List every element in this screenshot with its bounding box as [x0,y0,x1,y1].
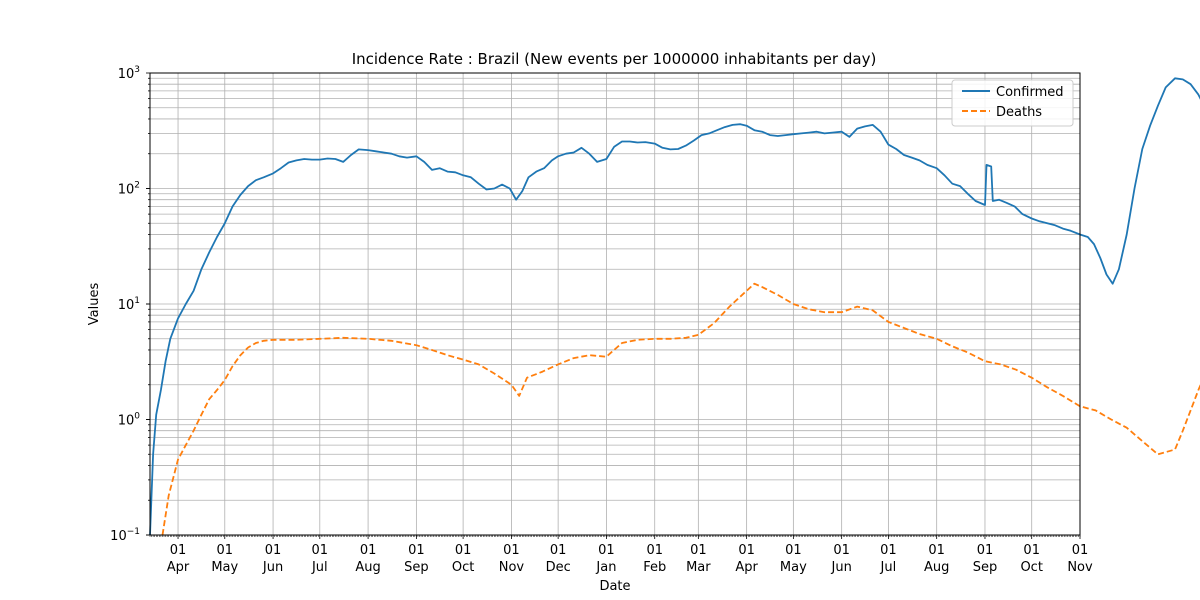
x-tick-day: 01 [217,543,234,558]
legend-label-deaths: Deaths [996,105,1042,120]
x-tick-month: Sep [404,560,429,575]
x-axis-label: Date [599,579,630,594]
x-tick-month: Jul [311,560,328,575]
x-tick-month: May [211,560,238,575]
x-tick-month: Nov [499,560,525,575]
x-tick-month: Nov [1067,560,1093,575]
x-axis-ticks: 01 Apr 01 May 01 Jun 01 Jul 01 Aug 01 Sep 01 Oct 01 Nov… [149,535,1093,575]
x-tick-day: 01 [312,543,329,558]
y-tick-label: 100 [118,412,141,429]
y-tick-base: 10 [118,414,135,429]
grid-lines [150,73,1081,536]
y-tick-label: 102 [118,181,140,198]
legend-label-confirmed: Confirmed [996,85,1064,100]
x-tick-day: 01 [265,543,282,558]
y-tick-exponent: 0 [134,412,140,422]
x-tick-month: Feb [643,560,666,575]
y-tick-base: 10 [118,183,135,198]
y-tick-exponent: 3 [134,65,140,75]
x-tick-month: Aug [924,560,949,575]
series-line-confirmed [149,77,1200,536]
y-tick-base: 10 [110,529,127,544]
x-tick-month: Mar [686,560,711,575]
x-tick-month: Jun [831,560,852,575]
x-tick-day: 01 [455,543,472,558]
y-tick-exponent: 1 [134,296,140,306]
x-tick-month: Sep [973,560,998,575]
y-axis-label: Values [87,283,102,326]
x-tick-day: 01 [928,543,945,558]
y-tick-label: 10−1 [110,527,140,544]
x-tick-day: 01 [408,543,425,558]
x-tick-month: Apr [167,560,190,575]
y-tick-base: 10 [118,67,135,82]
x-tick-day: 01 [503,543,520,558]
x-tick-day: 01 [785,543,802,558]
y-tick-base: 10 [118,298,135,313]
x-tick-day: 01 [690,543,707,558]
x-tick-month: Dec [546,560,571,575]
x-tick-day: 01 [550,543,567,558]
x-tick-month: Oct [1020,560,1042,575]
x-tick-day: 01 [1072,543,1089,558]
x-tick-month: Oct [452,560,474,575]
chart-title: Incidence Rate : Brazil (New events per … [352,50,877,68]
x-tick-day: 01 [738,543,755,558]
x-tick-day: 01 [170,543,187,558]
x-tick-day: 01 [880,543,897,558]
x-tick-day: 01 [977,543,994,558]
y-tick-exponent: 2 [134,181,140,191]
x-tick-month: Apr [735,560,758,575]
x-tick-day: 01 [360,543,377,558]
x-tick-day: 01 [1023,543,1040,558]
x-tick-day: 01 [598,543,615,558]
series-layer [149,77,1200,536]
y-tick-label: 101 [118,296,140,313]
x-tick-day: 01 [646,543,663,558]
y-tick-label: 103 [118,65,140,82]
y-tick-exponent: −1 [127,527,140,537]
x-tick-month: Jun [262,560,283,575]
legend: Confirmed Deaths [951,79,1074,127]
series-line-deaths [161,282,1200,536]
x-tick-month: Jan [595,560,616,575]
x-tick-month: Aug [355,560,380,575]
x-tick-day: 01 [833,543,850,558]
x-tick-month: Jul [880,560,897,575]
x-tick-month: May [780,560,807,575]
